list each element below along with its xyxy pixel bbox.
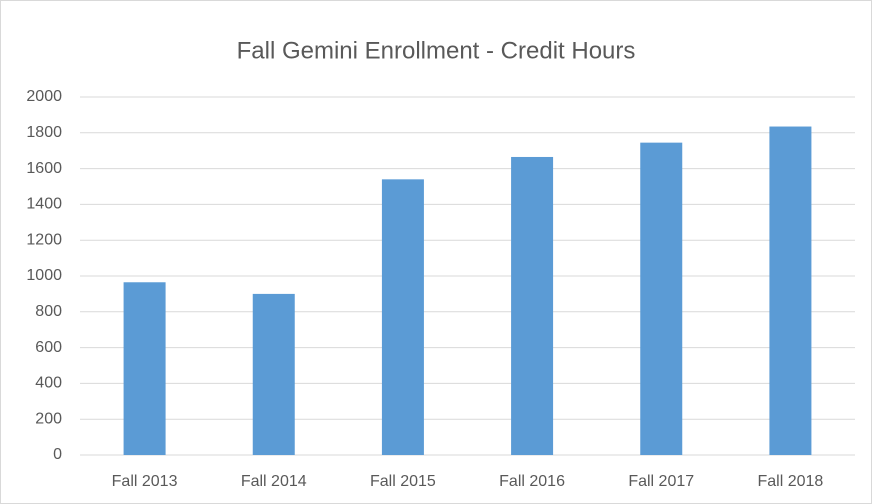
x-tick-label: Fall 2013 bbox=[112, 473, 178, 490]
y-tick-label: 2000 bbox=[26, 88, 62, 105]
chart-title: Fall Gemini Enrollment - Credit Hours bbox=[237, 37, 636, 64]
bar bbox=[123, 282, 166, 455]
bar bbox=[511, 156, 554, 455]
x-tick-label: Fall 2018 bbox=[758, 473, 824, 490]
y-tick-label: 1000 bbox=[26, 267, 62, 284]
x-tick-label: Fall 2015 bbox=[370, 473, 436, 490]
y-tick-label: 1400 bbox=[26, 196, 62, 213]
y-tick-label: 1200 bbox=[26, 231, 62, 248]
x-tick-label: Fall 2016 bbox=[499, 473, 565, 490]
y-tick-label: 1600 bbox=[26, 160, 62, 177]
y-tick-label: 600 bbox=[35, 339, 62, 356]
bar bbox=[640, 142, 683, 455]
y-tick-label: 200 bbox=[35, 410, 62, 427]
bar bbox=[252, 293, 295, 455]
x-tick-label: Fall 2017 bbox=[628, 473, 694, 490]
y-tick-label: 1800 bbox=[26, 124, 62, 141]
bar bbox=[381, 179, 424, 455]
bar bbox=[769, 126, 812, 455]
x-tick-label: Fall 2014 bbox=[241, 473, 307, 490]
y-tick-label: 400 bbox=[35, 375, 62, 392]
y-tick-label: 800 bbox=[35, 303, 62, 320]
y-tick-label: 0 bbox=[53, 446, 62, 463]
